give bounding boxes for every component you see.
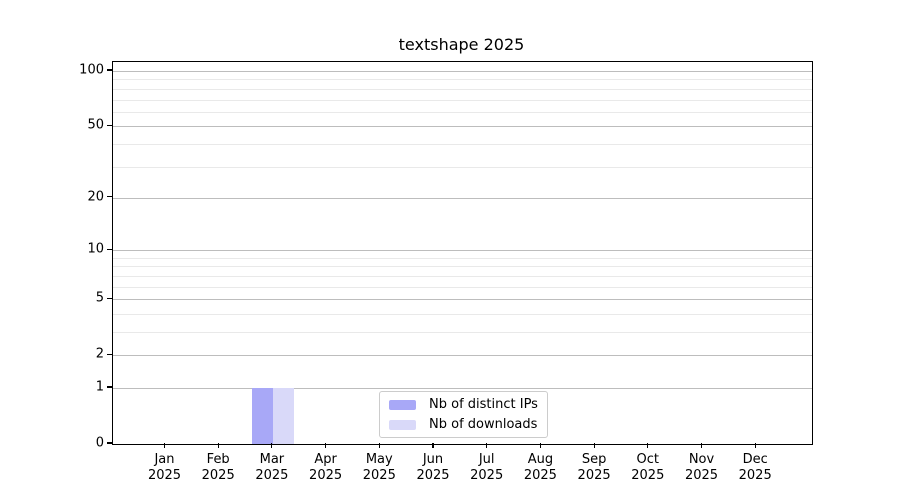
y-tick-mark <box>107 124 112 126</box>
x-tick-mark <box>647 443 649 448</box>
minor-gridline <box>113 88 812 90</box>
y-tick-label: 2 <box>95 346 104 362</box>
plot-area <box>112 61 813 445</box>
x-tick-mark <box>217 443 219 448</box>
major-gridline <box>113 299 812 301</box>
x-tick-label: May 2025 <box>362 452 396 483</box>
y-tick-mark <box>107 196 112 198</box>
x-tick-label: Apr 2025 <box>309 452 343 483</box>
y-tick-label: 50 <box>87 117 104 133</box>
minor-gridline <box>113 332 812 333</box>
y-tick-mark <box>107 442 112 444</box>
y-tick-mark <box>107 297 112 299</box>
legend-label-distinct-ips: Nb of distinct IPs <box>429 397 538 412</box>
x-tick-mark <box>593 443 595 448</box>
major-gridline <box>113 126 812 128</box>
y-tick-mark <box>107 353 112 355</box>
x-tick-label: Jan 2025 <box>147 452 182 483</box>
major-gridline <box>113 250 812 252</box>
x-tick-mark <box>271 443 273 448</box>
legend-item-downloads: Nb of downloads <box>389 417 538 432</box>
minor-gridline <box>113 257 812 259</box>
x-tick-label: Jul 2025 <box>470 452 504 483</box>
minor-gridline <box>113 99 812 101</box>
x-tick-mark <box>432 443 434 448</box>
y-tick-label: 100 <box>79 62 104 78</box>
x-tick-mark <box>700 443 703 448</box>
legend-label-downloads: Nb of downloads <box>429 417 538 432</box>
x-tick-mark <box>325 443 327 448</box>
y-tick-label: 20 <box>87 189 104 205</box>
bar-nb-of-downloads-mar <box>272 388 294 444</box>
x-tick-label: Nov 2025 <box>684 452 719 483</box>
y-tick-label: 1 <box>95 379 104 395</box>
legend-item-distinct-ips: Nb of distinct IPs <box>389 397 538 412</box>
bar-nb-of-distinct-ips-mar <box>251 388 273 444</box>
minor-gridline <box>113 275 812 277</box>
major-gridline <box>113 388 812 389</box>
x-tick-label: Oct 2025 <box>631 452 665 483</box>
y-tick-mark <box>107 69 112 71</box>
x-tick-label: Feb 2025 <box>201 452 235 483</box>
y-tick-label: 0 <box>95 435 104 451</box>
minor-gridline <box>113 166 812 168</box>
minor-gridline <box>113 286 812 288</box>
y-tick-mark <box>107 248 112 250</box>
major-gridline <box>113 355 812 357</box>
minor-gridline <box>113 266 812 268</box>
legend-swatch-downloads <box>389 419 416 430</box>
minor-gridline <box>113 313 812 315</box>
x-tick-mark <box>163 443 166 448</box>
x-tick-label: Jun 2025 <box>416 452 450 483</box>
y-tick-label: 5 <box>95 290 104 306</box>
minor-gridline <box>113 79 812 81</box>
x-tick-mark <box>378 443 380 448</box>
x-tick-label: Mar 2025 <box>255 452 289 483</box>
y-tick-mark <box>107 386 112 388</box>
x-tick-mark <box>486 443 488 448</box>
x-tick-mark <box>754 443 756 448</box>
legend-swatch-distinct-ips <box>389 399 416 410</box>
x-tick-label: Dec 2025 <box>738 452 772 483</box>
y-tick-label: 10 <box>87 241 104 257</box>
x-tick-label: Aug 2025 <box>523 452 557 483</box>
minor-gridline <box>113 111 812 113</box>
minor-gridline <box>113 143 812 145</box>
chart-title: textshape 2025 <box>398 35 525 54</box>
major-gridline <box>113 71 812 72</box>
legend: Nb of distinct IPs Nb of downloads <box>379 391 548 438</box>
major-gridline <box>113 197 812 199</box>
x-tick-label: Sep 2025 <box>577 452 611 483</box>
x-tick-mark <box>539 443 541 448</box>
